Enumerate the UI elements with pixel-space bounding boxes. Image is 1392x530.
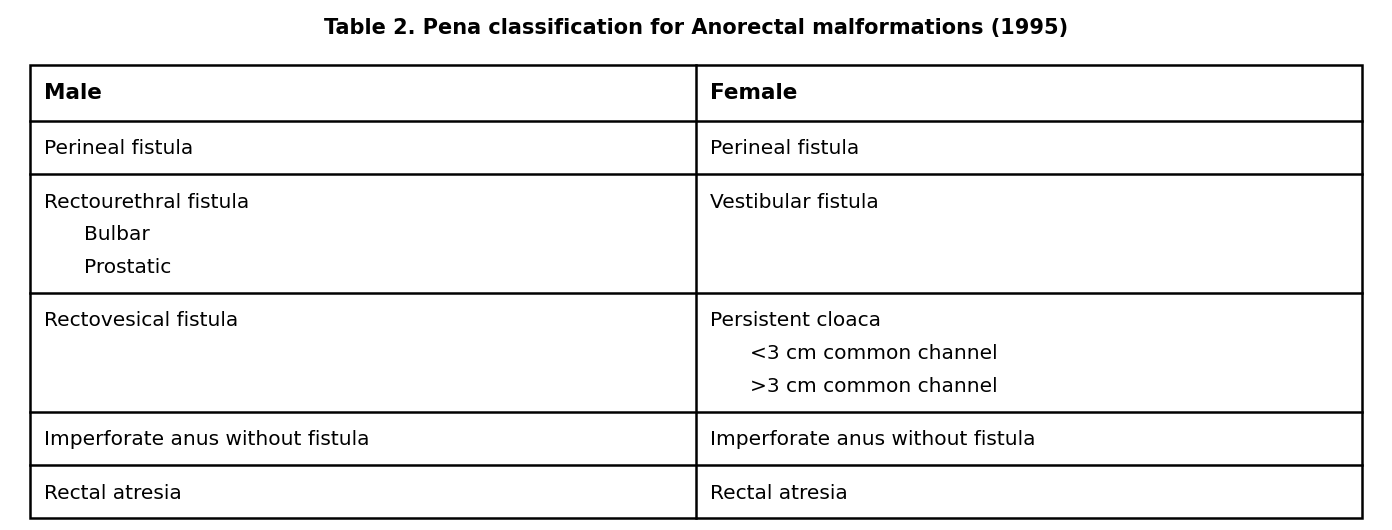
Text: Rectourethral fistula: Rectourethral fistula bbox=[45, 192, 249, 211]
Text: >3 cm common channel: >3 cm common channel bbox=[750, 377, 998, 396]
Text: Rectovesical fistula: Rectovesical fistula bbox=[45, 312, 238, 331]
Text: Vestibular fistula: Vestibular fistula bbox=[710, 192, 878, 211]
Text: Male: Male bbox=[45, 83, 102, 103]
Text: <3 cm common channel: <3 cm common channel bbox=[750, 344, 998, 364]
Text: Prostatic: Prostatic bbox=[84, 258, 171, 277]
Text: Female: Female bbox=[710, 83, 798, 103]
Bar bbox=[31, 65, 1361, 518]
Text: Rectal atresia: Rectal atresia bbox=[710, 483, 848, 502]
Text: Rectal atresia: Rectal atresia bbox=[45, 483, 182, 502]
Text: Imperforate anus without fistula: Imperforate anus without fistula bbox=[710, 430, 1036, 449]
Text: Table 2. Pena classification for Anorectal malformations (1995): Table 2. Pena classification for Anorect… bbox=[324, 18, 1068, 38]
Text: Bulbar: Bulbar bbox=[84, 225, 150, 244]
Text: Imperforate anus without fistula: Imperforate anus without fistula bbox=[45, 430, 369, 449]
Text: Persistent cloaca: Persistent cloaca bbox=[710, 312, 881, 331]
Text: Perineal fistula: Perineal fistula bbox=[710, 139, 859, 158]
Text: Perineal fistula: Perineal fistula bbox=[45, 139, 193, 158]
